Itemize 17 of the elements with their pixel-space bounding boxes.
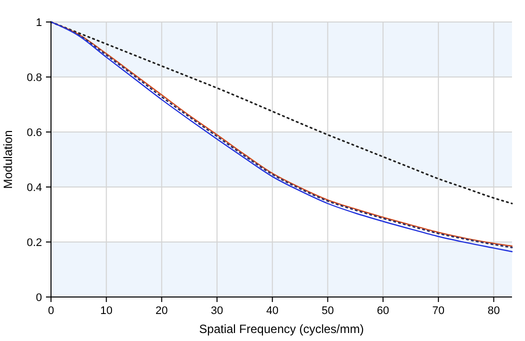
x-tick-label: 0 (48, 305, 54, 317)
x-tick-label: 30 (210, 305, 224, 317)
y-tick-label: 1 (36, 17, 42, 29)
y-axis-title: Modulation (1, 130, 15, 189)
y-tick-label: 0.6 (26, 127, 42, 139)
y-tick-label: 0.8 (26, 72, 42, 84)
x-tick-label: 10 (100, 305, 112, 317)
x-tick-label: 20 (156, 305, 168, 317)
x-tick-label: 70 (432, 305, 445, 317)
y-tick-label: 0 (36, 292, 42, 304)
x-tick-label: 50 (322, 305, 334, 317)
y-tick-label: 0.2 (26, 237, 42, 249)
x-tick-label: 80 (488, 305, 500, 317)
x-tick-label: 60 (376, 305, 390, 317)
y-tick-label: 0.4 (26, 182, 42, 194)
x-axis-title: Spatial Frequency (cycles/mm) (199, 322, 364, 336)
x-tick-label: 40 (266, 305, 278, 317)
